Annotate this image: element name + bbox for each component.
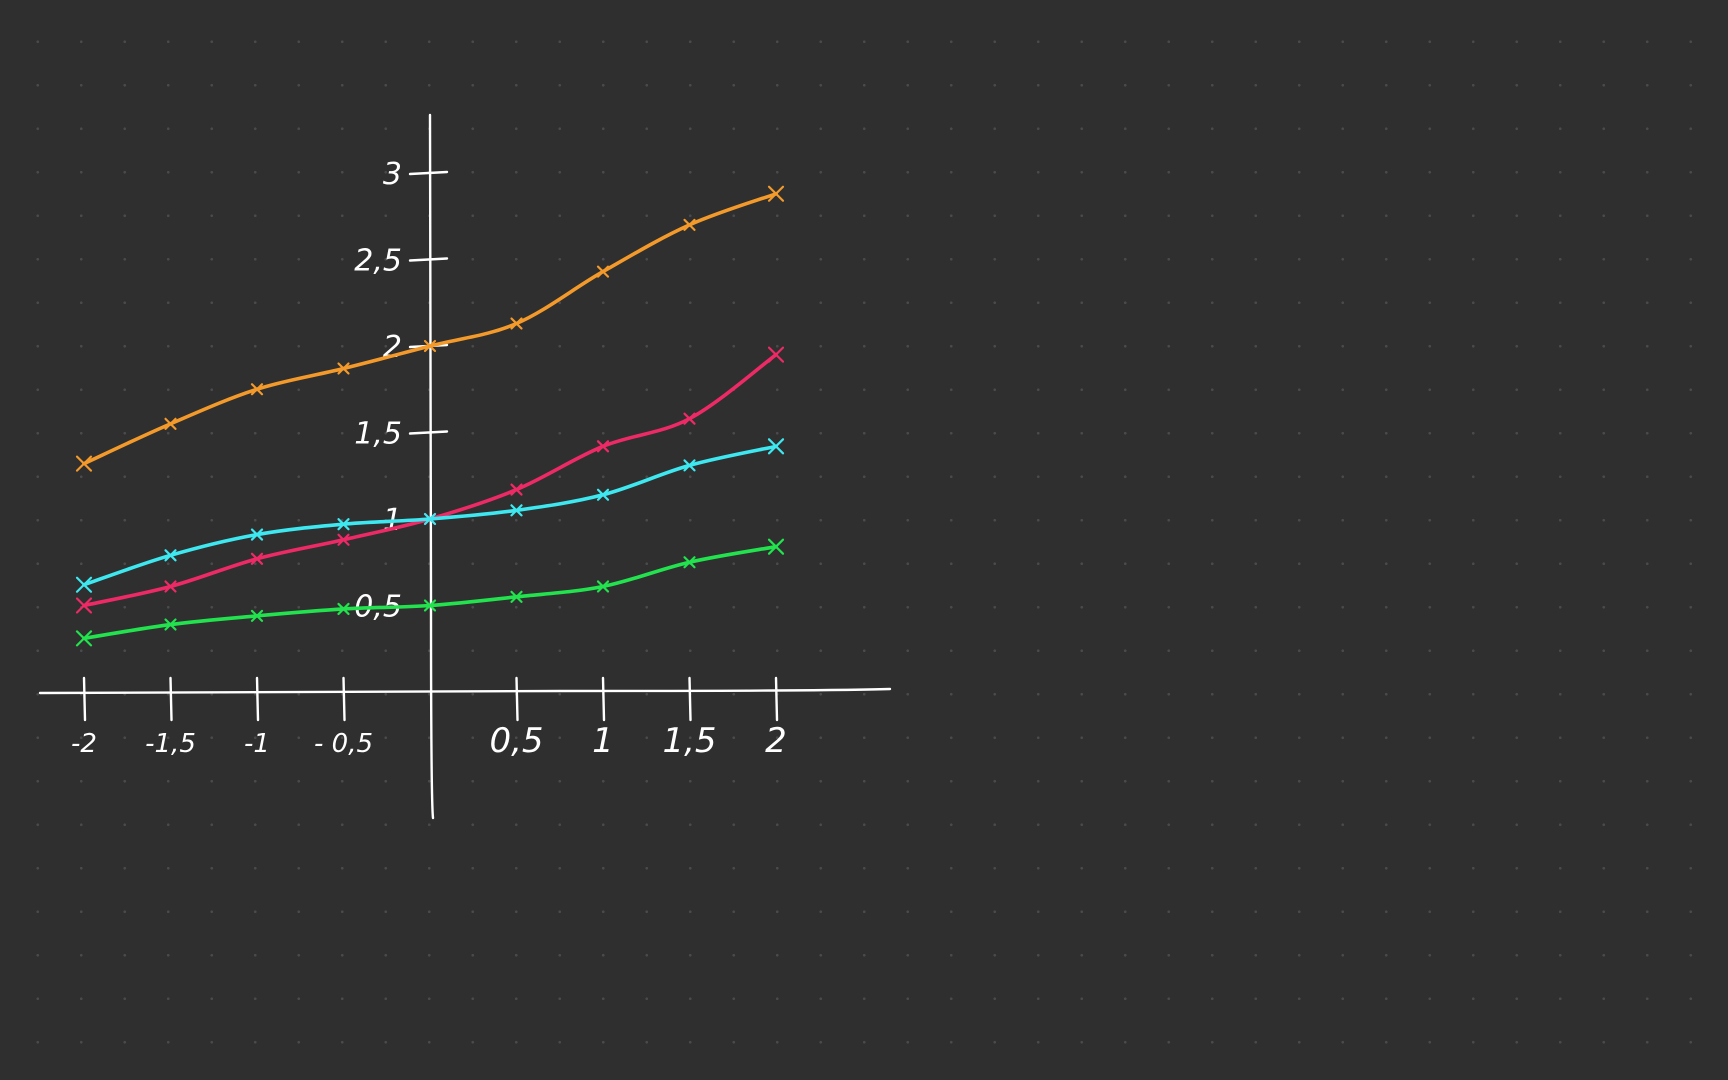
x-tick-mark — [515, 676, 519, 722]
data-point-marker — [337, 362, 350, 375]
data-point-marker — [164, 417, 177, 430]
data-point-marker — [596, 440, 610, 453]
data-point-marker — [75, 630, 93, 647]
data-point-marker — [767, 185, 785, 202]
data-point-marker — [683, 556, 696, 569]
y-tick-mark — [408, 170, 449, 176]
series-layer — [75, 185, 785, 647]
y-axis — [428, 113, 435, 820]
data-point-marker — [596, 488, 610, 501]
data-point-marker — [337, 518, 350, 531]
y-tick-label: 2 — [383, 330, 402, 365]
data-point-marker — [250, 552, 264, 565]
data-point-marker — [75, 597, 93, 614]
data-point-marker — [75, 576, 93, 593]
data-point-marker — [250, 609, 264, 622]
x-tick-label: 2 — [765, 721, 787, 761]
chart-axes — [38, 113, 892, 820]
x-tick-mark — [82, 676, 87, 722]
x-tick-mark — [688, 676, 692, 722]
data-point-marker — [423, 339, 437, 353]
x-tick-label: -1 — [244, 729, 270, 759]
data-point-marker — [510, 590, 523, 603]
data-point-marker — [767, 346, 785, 363]
y-tick-label: 3 — [383, 157, 402, 192]
x-tick-label: 1 — [592, 721, 614, 761]
x-tick-label: 1,5 — [662, 721, 716, 761]
data-point-marker — [510, 504, 523, 517]
data-point-marker — [683, 459, 696, 472]
x-tick-mark — [255, 676, 260, 722]
data-point-marker — [596, 265, 610, 278]
x-tick-mark — [601, 676, 606, 722]
x-ticks: -2 -1,5 -1 - 0,5 0,5 1 1,5 2 — [71, 676, 787, 761]
series-4 — [75, 538, 785, 647]
x-tick-label: - 0,5 — [314, 729, 373, 759]
y-tick-label: 1,5 — [354, 417, 402, 452]
data-point-marker — [767, 538, 785, 555]
y-tick-mark — [408, 430, 449, 435]
data-point-marker — [423, 512, 437, 526]
data-point-marker — [767, 438, 785, 455]
x-tick-label: -1,5 — [145, 729, 196, 759]
data-point-marker — [250, 383, 264, 396]
x-tick-mark — [169, 676, 173, 722]
data-point-marker — [164, 580, 177, 593]
y-tick-mark — [408, 257, 449, 262]
x-tick-label: -2 — [71, 729, 97, 759]
data-point-marker — [164, 618, 177, 631]
data-point-marker — [683, 218, 696, 231]
data-point-marker — [164, 549, 177, 562]
y-ticks: 0,511,522,53 — [354, 157, 449, 625]
data-point-marker — [683, 412, 696, 425]
data-point-marker — [596, 580, 610, 593]
x-tick-label: 0,5 — [489, 721, 543, 761]
x-tick-mark — [774, 676, 779, 722]
data-point-marker — [510, 317, 523, 330]
x-tick-mark — [342, 676, 346, 722]
data-point-marker — [75, 455, 93, 472]
data-point-marker — [337, 602, 350, 616]
series-1 — [75, 185, 785, 472]
y-tick-label: 2,5 — [354, 244, 402, 279]
data-point-marker — [423, 599, 437, 612]
series-3 — [75, 438, 785, 593]
x-axis — [38, 687, 892, 695]
data-point-marker — [510, 483, 523, 496]
data-point-marker — [337, 533, 350, 546]
data-point-marker — [250, 528, 264, 541]
